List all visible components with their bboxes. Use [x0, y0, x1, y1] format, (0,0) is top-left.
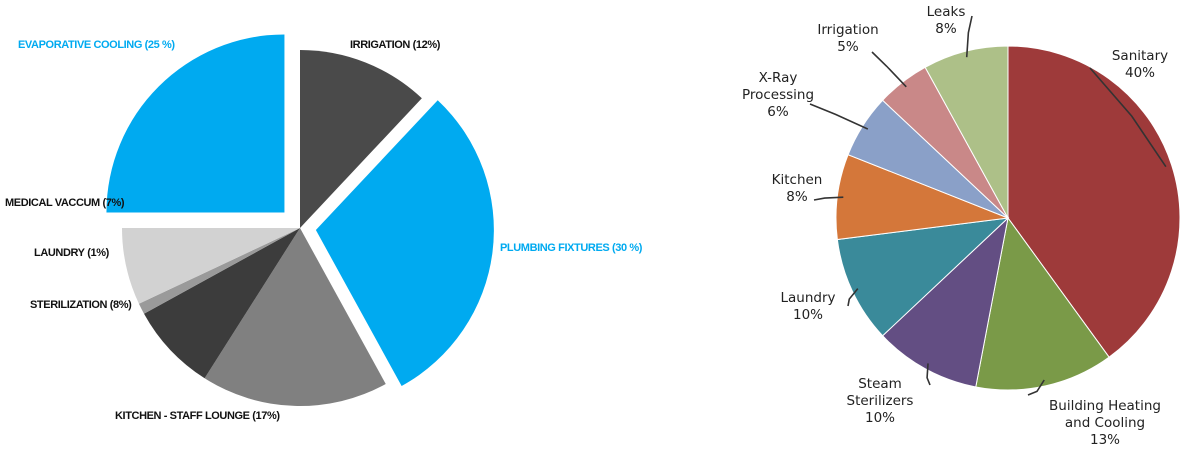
leader-line	[965, 15, 973, 58]
value-label: 5%	[837, 39, 859, 55]
slice-label: KITCHEN - STAFF LOUNGE (17%)	[115, 410, 280, 422]
pie-slice	[122, 228, 300, 304]
pie-slice	[836, 217, 1010, 337]
value-label: (12%)	[412, 39, 441, 51]
pie-slice	[924, 45, 1009, 219]
category-label: MEDICAL VACCUM	[5, 197, 100, 209]
value-label: 13%	[1089, 432, 1120, 448]
slice-label: X-Ray Processing 6%	[733, 70, 823, 121]
leader-line	[847, 288, 859, 307]
category-label: Laundry	[780, 290, 836, 306]
leader-line	[809, 103, 869, 130]
category-label: LAUNDRY	[34, 247, 85, 259]
pie-slice	[881, 216, 1009, 388]
value-label: (1%)	[87, 247, 109, 259]
category-label: X-Ray Processing	[741, 70, 815, 103]
value-label: 10%	[864, 410, 895, 426]
value-label: 8%	[786, 189, 808, 205]
value-label: 10%	[792, 307, 823, 323]
value-label: (30 %)	[611, 242, 642, 254]
value-label: 6%	[767, 104, 789, 120]
pie-slice	[315, 100, 494, 386]
leader-line	[871, 51, 907, 88]
category-label: Irrigation	[817, 22, 879, 38]
slice-label: Sanitary 40%	[1100, 48, 1180, 82]
category-label: Sanitary	[1111, 48, 1169, 64]
leader-line	[926, 363, 931, 386]
value-label: 8%	[935, 21, 957, 37]
slice-label: LAUNDRY (1%)	[34, 247, 109, 259]
slice-label: IRRIGATION (12%)	[350, 39, 440, 51]
leader-line	[1027, 379, 1045, 396]
slice-label: Leaks 8%	[906, 4, 986, 38]
value-label: (17%)	[252, 410, 280, 422]
slice-label: Laundry 10%	[768, 290, 848, 324]
value-label: (7%)	[102, 197, 125, 209]
category-label: Kitchen	[771, 172, 823, 188]
pie-slice	[975, 216, 1110, 391]
pie-slice	[300, 50, 422, 228]
category-label: EVAPORATIVE COOLING	[18, 39, 143, 51]
slice-label: STERILIZATION (8%)	[30, 299, 132, 311]
slice-label: Irrigation 5%	[808, 22, 888, 56]
category-label: PLUMBING FIXTURES	[500, 242, 610, 254]
category-label: KITCHEN - STAFF LOUNGE	[115, 410, 250, 422]
category-label: Steam Sterilizers	[846, 376, 914, 409]
category-label: Leaks	[926, 4, 966, 20]
pie-slice	[144, 228, 300, 379]
pie-slice	[204, 228, 386, 407]
pie-slice	[106, 34, 285, 213]
leader-line	[1089, 67, 1167, 168]
value-label: (25 %)	[144, 39, 175, 51]
value-label: 40%	[1124, 65, 1155, 81]
slice-label: MEDICAL VACCUM (7%)	[5, 197, 125, 209]
slice-label: Building Heating and Cooling 13%	[1045, 398, 1165, 449]
category-label: IRRIGATION	[350, 39, 410, 51]
leader-line	[813, 196, 844, 201]
slice-label: Kitchen 8%	[757, 172, 837, 206]
slice-label: EVAPORATIVE COOLING (25 %)	[18, 39, 175, 51]
category-label: STERILIZATION	[30, 299, 108, 311]
category-label: Building Heating and Cooling	[1049, 398, 1161, 431]
slice-label: PLUMBING FIXTURES (30 %)	[500, 242, 642, 254]
pie-slice	[138, 228, 300, 314]
slice-label: Steam Sterilizers 10%	[835, 376, 925, 427]
value-label: (8%)	[109, 299, 132, 311]
